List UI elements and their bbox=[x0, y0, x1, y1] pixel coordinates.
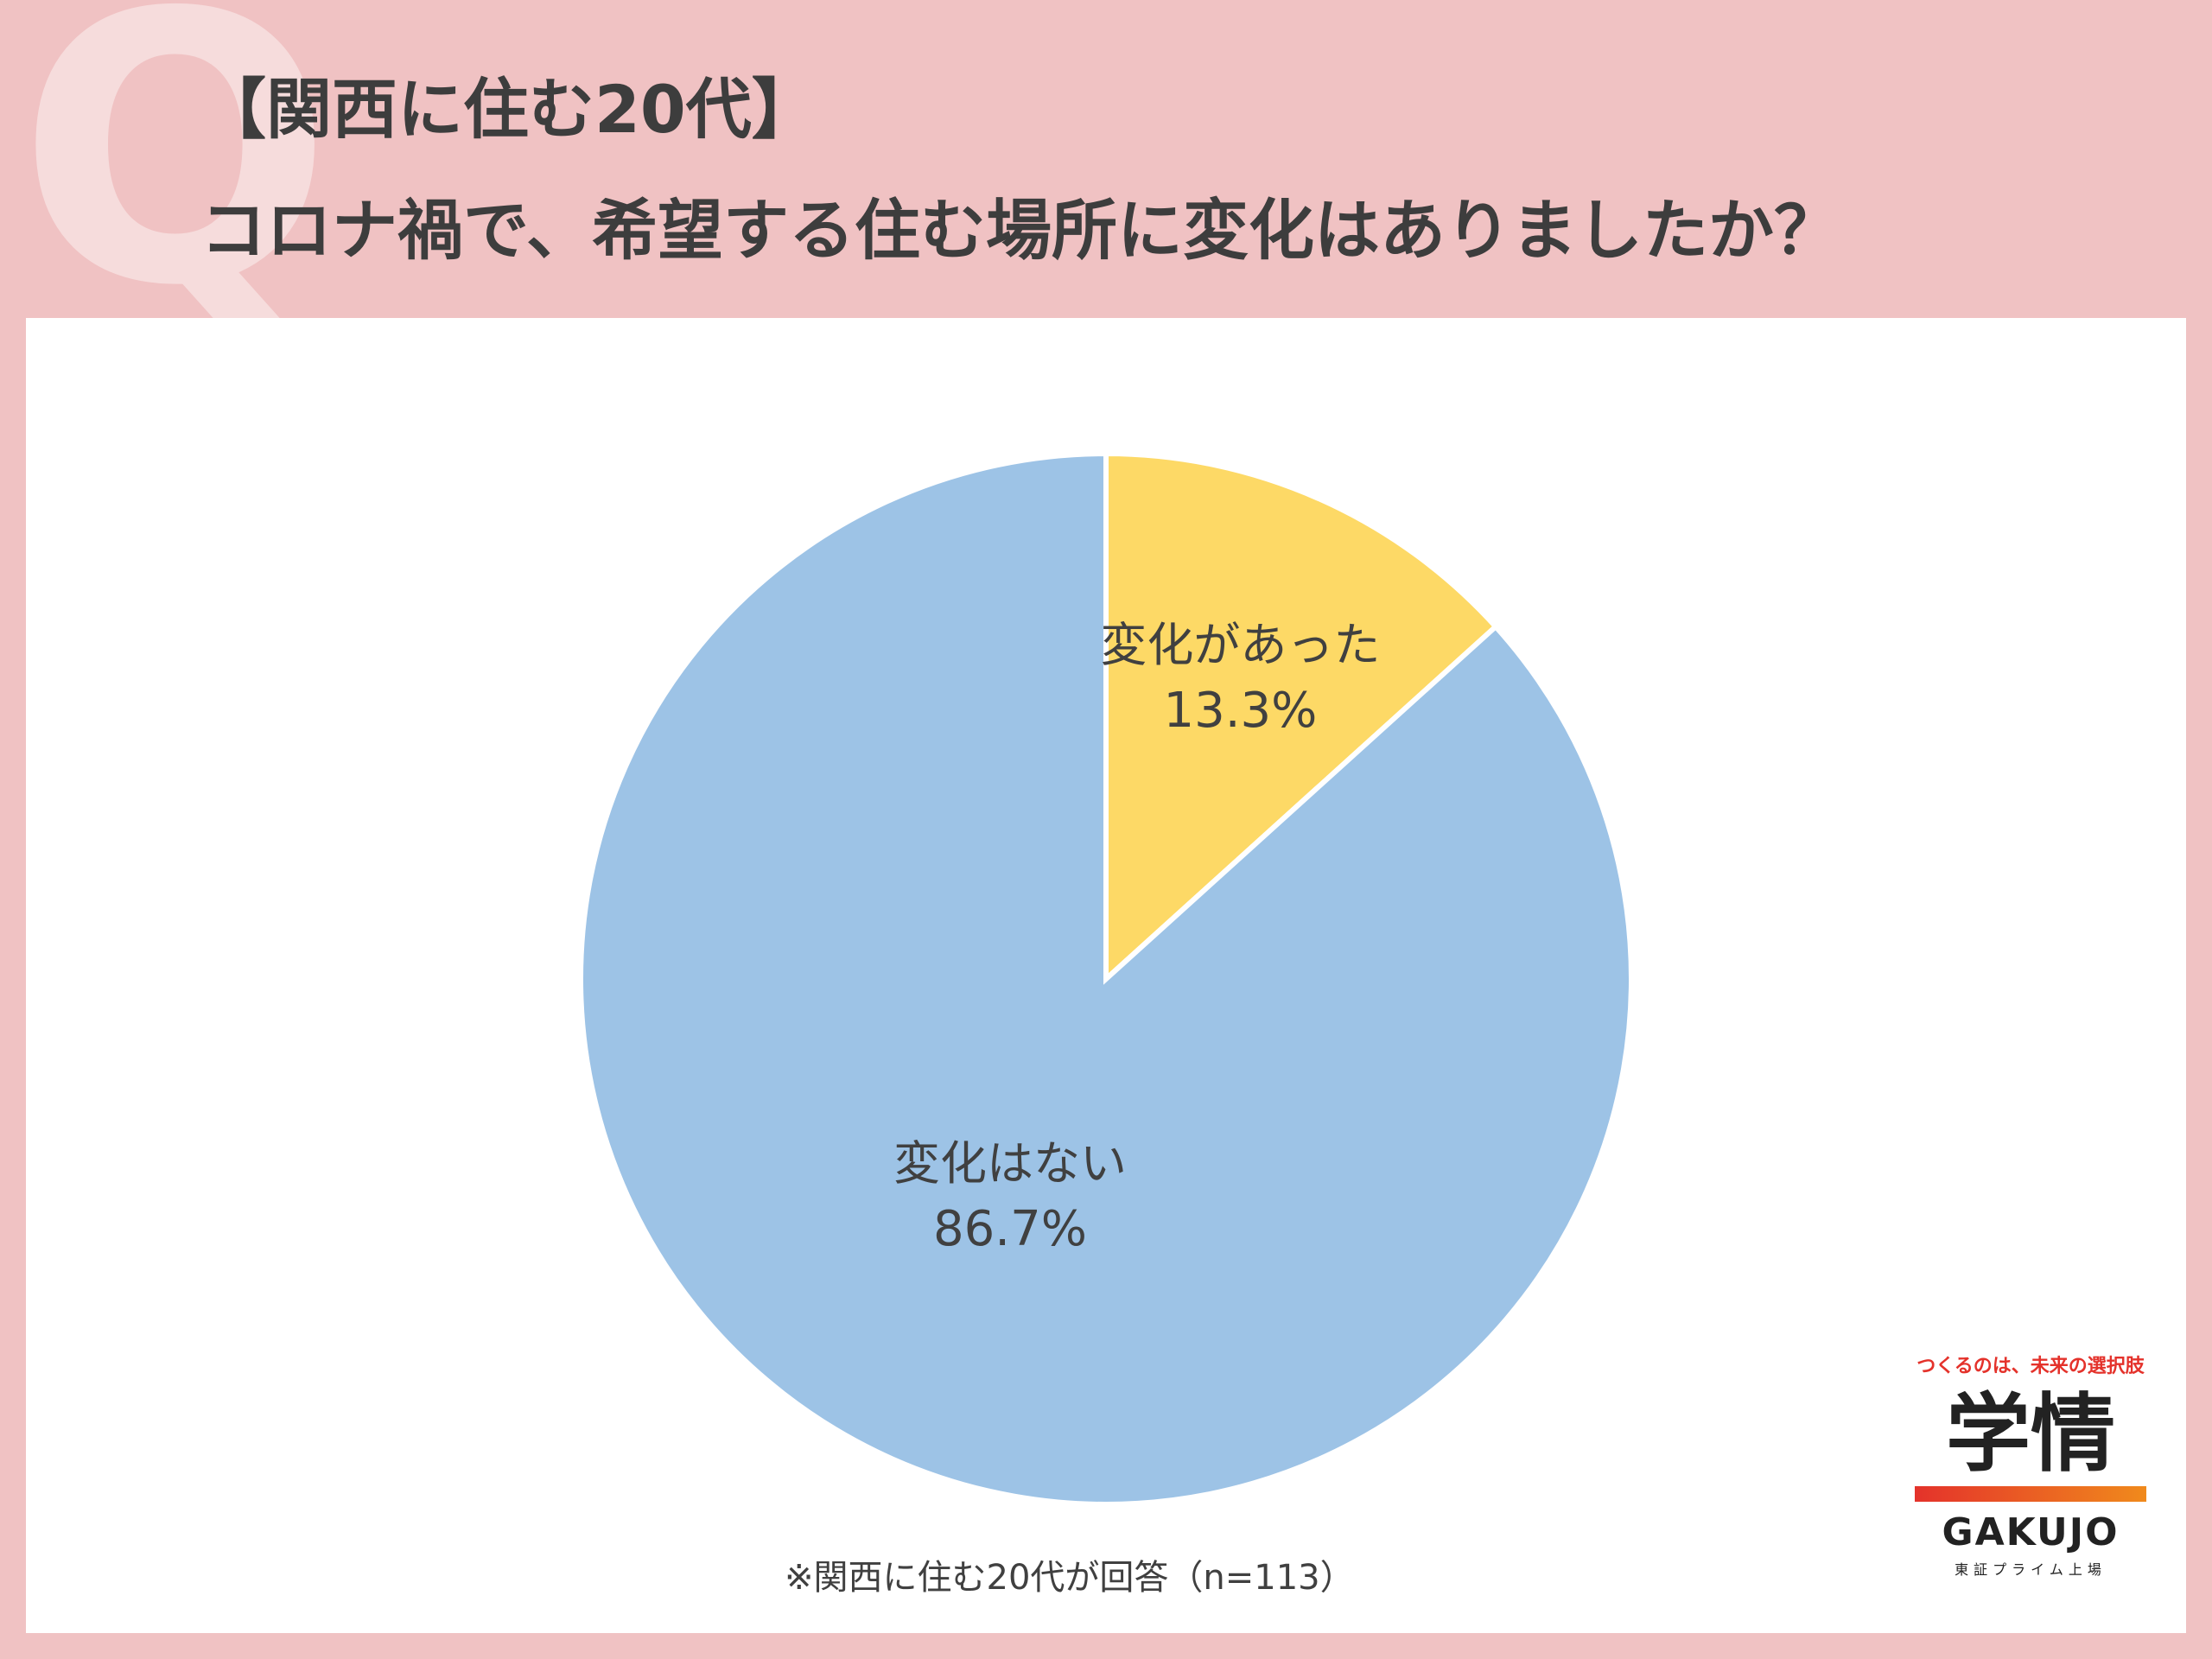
brand-tagline: つくるのは、未来の選択肢 bbox=[1916, 1356, 2145, 1377]
slice-value-0: 13.3% bbox=[1163, 683, 1317, 739]
brand-roman: GAKUJO bbox=[1942, 1510, 2120, 1554]
q-watermark: Q bbox=[17, 0, 334, 367]
brand-name: 学情 bbox=[1945, 1385, 2115, 1484]
footnote: ※関西に住む20代が回答（n=113） bbox=[785, 1558, 1355, 1598]
slice-label-0: 変化があった bbox=[1100, 618, 1380, 672]
pie-slice-0 bbox=[1103, 450, 1500, 985]
pie-chart: 変化があった 13.3% 変化はない 86.7% bbox=[578, 450, 1634, 1507]
title-line-2: コロナ禍で、希望する住む場所に変化はありましたか？ bbox=[200, 192, 1840, 269]
slice-label-1: 変化はない bbox=[893, 1136, 1127, 1191]
title-line-1: 【関西に住む20代】 bbox=[200, 71, 817, 148]
brand-listing: 東証プライム上場 bbox=[1955, 1560, 2107, 1578]
pie-slice-1 bbox=[578, 450, 1634, 1507]
brand-color-bar bbox=[1915, 1485, 2146, 1502]
chart-panel: 変化があった 13.3% 変化はない 86.7% ※関西に住む20代が回答（n=113… bbox=[26, 318, 2186, 1633]
brand-logo: つくるのは、未来の選択肢 学情 GAKUJO 東証プライム上場 bbox=[1901, 1351, 2160, 1579]
slice-value-1: 86.7% bbox=[933, 1201, 1087, 1257]
page-title: 【関西に住む20代】 コロナ禍で、希望する住む場所に変化はありましたか？ bbox=[200, 62, 1840, 278]
